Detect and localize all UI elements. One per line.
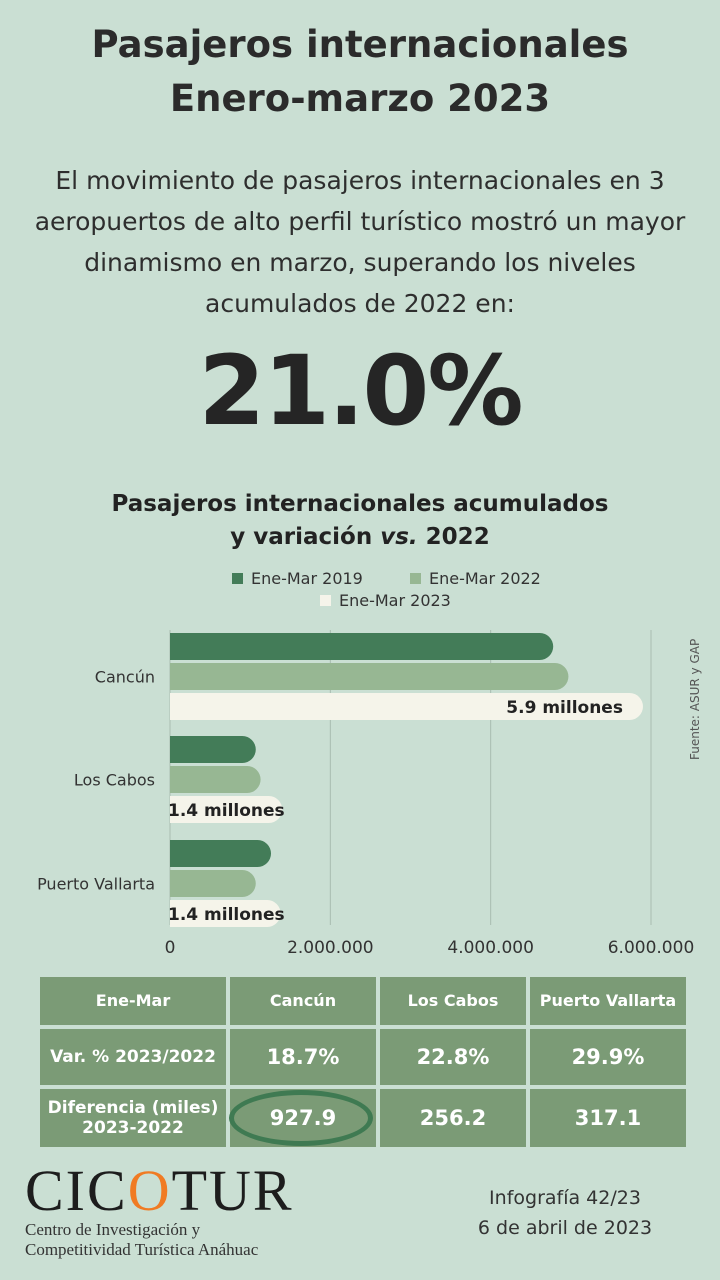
table-row: Var. % 2023/2022 18.7% 22.8% 29.9% — [40, 1029, 686, 1085]
bar — [170, 693, 643, 720]
logo-subtitle-2: Competitividad Turística Anáhuac — [25, 1240, 259, 1259]
bar — [170, 796, 283, 823]
legend-label: Ene-Mar 2019 — [251, 569, 363, 588]
chart-title: Pasajeros internacionales acumulados y v… — [0, 488, 720, 554]
x-tick-label: 6.000.000 — [608, 938, 695, 958]
chart-title-prefix: y variación — [230, 524, 381, 550]
highlight-oval — [229, 1090, 373, 1146]
data-label: 1.4 millones — [168, 905, 285, 925]
page-title: Pasajeros internacionales Enero-marzo 20… — [0, 18, 720, 126]
table-cell: 317.1 — [530, 1089, 686, 1147]
variation-table: Ene-Mar Cancún Los Cabos Puerto Vallarta… — [36, 973, 690, 1151]
table-row: Diferencia (miles) 2023-2022 927.9 256.2 … — [40, 1089, 686, 1147]
legend-item-2023: Ene-Mar 2023 — [320, 591, 451, 610]
table-cell: 22.8% — [380, 1029, 526, 1085]
bar — [170, 840, 272, 867]
row-label-line-2: 2023-2022 — [82, 1118, 184, 1138]
publication-date: 6 de abril de 2023 — [477, 1217, 653, 1239]
chart-title-italic: vs. — [380, 524, 418, 550]
legend-label: Ene-Mar 2022 — [429, 569, 541, 588]
legend-swatch — [232, 573, 243, 584]
logo-subtitle-1: Centro de Investigación y — [25, 1220, 201, 1239]
category-label: Los Cabos — [74, 771, 155, 790]
legend-swatch — [320, 595, 331, 606]
category-label: Puerto Vallarta — [37, 875, 155, 894]
title-line-1: Pasajeros internacionales — [91, 23, 629, 66]
table-cell: 18.7% — [230, 1029, 376, 1085]
chart-title-line-2: y variación vs. 2022 — [0, 521, 720, 554]
table-header-cell: Cancún — [230, 977, 376, 1025]
row-label: Diferencia (miles) 2023-2022 — [40, 1089, 226, 1147]
x-tick-label: 4.000.000 — [447, 938, 534, 958]
bar — [170, 633, 554, 660]
legend-label: Ene-Mar 2023 — [339, 591, 451, 610]
highlight-percentage: 21.0% — [198, 335, 523, 447]
table-header-cell: Puerto Vallarta — [530, 977, 686, 1025]
bar — [170, 663, 569, 690]
data-label: 5.9 millones — [506, 698, 623, 718]
table-header-row: Ene-Mar Cancún Los Cabos Puerto Vallarta — [40, 977, 686, 1025]
row-label: Var. % 2023/2022 — [40, 1029, 226, 1085]
row-label-line-1: Diferencia (miles) — [47, 1098, 219, 1118]
cicotur-logo: CICOTUR Centro de Investigación y Compet… — [25, 1162, 294, 1260]
legend-item-2019: Ene-Mar 2019 — [232, 569, 363, 588]
infographic-number: Infografía 42/23 — [489, 1187, 641, 1209]
category-label: Cancún — [95, 668, 155, 687]
logo-wordmark: CICOTUR — [25, 1158, 294, 1223]
footer-info: Infografía 42/23 6 de abril de 2023 — [440, 1183, 690, 1243]
bar — [170, 736, 256, 763]
bar — [170, 766, 261, 793]
x-tick-label: 0 — [165, 938, 176, 958]
chart-title-suffix: 2022 — [417, 524, 490, 550]
table-header-cell: Ene-Mar — [40, 977, 226, 1025]
title-line-2: Enero-marzo 2023 — [169, 77, 551, 120]
table-cell: 29.9% — [530, 1029, 686, 1085]
intro-text: El movimiento de pasajeros internacional… — [34, 166, 686, 318]
legend-item-2022: Ene-Mar 2022 — [410, 569, 541, 588]
bar — [170, 870, 256, 897]
chart-title-line-1: Pasajeros internacionales acumulados — [111, 491, 609, 517]
bar — [170, 900, 281, 927]
bar-chart: 0 2.000.000 4.000.000 6.000.000 Cancún 5.9 mi… — [37, 630, 695, 958]
data-label: 1.4 millones — [168, 801, 285, 821]
source-note: Fuente: ASUR y GAP — [688, 638, 702, 760]
legend-swatch — [410, 573, 421, 584]
table-header-cell: Los Cabos — [380, 977, 526, 1025]
table-cell: 256.2 — [380, 1089, 526, 1147]
x-tick-label: 2.000.000 — [287, 938, 374, 958]
